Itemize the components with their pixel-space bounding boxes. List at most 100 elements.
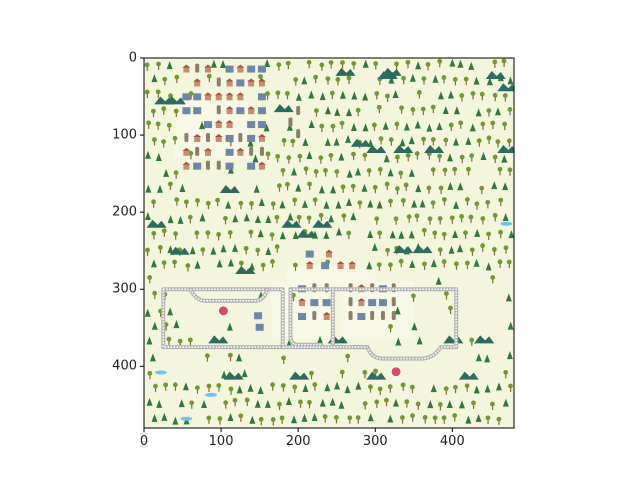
palm-tree (438, 185, 444, 194)
palm-crown (280, 167, 286, 173)
palm-crown (385, 93, 390, 99)
palm-tree (167, 181, 173, 190)
palm-trunk (471, 156, 473, 162)
palm-tree (355, 415, 361, 424)
pine-tree (151, 413, 158, 422)
palm-trunk (373, 125, 376, 131)
pine-tree (227, 412, 234, 421)
palm-crown (394, 121, 400, 127)
pine-tree (323, 200, 330, 209)
palm-tree (409, 384, 415, 394)
palm-tree (480, 121, 486, 130)
palm-tree (275, 153, 281, 163)
palm-tree (448, 305, 453, 314)
palm-tree (372, 184, 378, 194)
pine-tree (416, 336, 423, 345)
palm-tree (303, 166, 309, 175)
palm-crown (174, 197, 180, 203)
palm-tree (377, 386, 383, 395)
office-building (247, 162, 256, 170)
palm-trunk (278, 65, 280, 71)
pine-tree (367, 199, 374, 208)
palm-tree (410, 107, 416, 116)
palm-trunk (471, 250, 474, 256)
palm-crown (275, 153, 281, 159)
palm-tree (223, 215, 228, 225)
tower (205, 160, 210, 170)
pine-tree (346, 169, 353, 178)
palm-tree (378, 136, 384, 145)
palm-tree (312, 382, 318, 391)
tower (259, 146, 264, 156)
palm-trunk (189, 218, 191, 224)
palm-trunk (424, 418, 426, 424)
palm-trunk (308, 63, 310, 69)
pine-tree (361, 183, 368, 192)
tower (296, 105, 301, 115)
palm-crown (244, 397, 250, 403)
palm-crown (227, 352, 233, 358)
pine-tree (302, 383, 309, 392)
pine-tree (484, 384, 491, 393)
pine-tree (146, 397, 153, 406)
palm-crown (292, 384, 298, 390)
palm-trunk (335, 418, 338, 424)
palm-crown (362, 369, 368, 375)
palm-tree (400, 197, 406, 207)
palm-tree (285, 60, 291, 70)
palm-crown (172, 135, 178, 141)
palm-tree (318, 155, 324, 164)
palm-trunk (445, 294, 448, 300)
palm-trunk (160, 312, 162, 318)
palm-tree (265, 151, 271, 160)
office-building (182, 107, 191, 115)
palm-crown (339, 120, 345, 126)
palm-crown (480, 121, 486, 127)
pine-tree (226, 322, 233, 331)
palm-tree (442, 167, 448, 177)
palm-crown (258, 416, 264, 422)
palm-crown (480, 243, 486, 249)
palm-tree (339, 120, 345, 130)
palm-trunk (494, 216, 496, 222)
palm-tree (393, 216, 399, 225)
palm-tree (345, 353, 351, 363)
palm-trunk (364, 373, 366, 379)
palm-crown (492, 212, 498, 218)
pine-tree (279, 231, 286, 240)
palm-trunk (488, 138, 490, 144)
palm-tree (161, 106, 167, 115)
palm-tree (422, 261, 427, 270)
palm-crown (153, 383, 158, 389)
palm-tree (506, 259, 512, 268)
palm-crown (313, 169, 319, 174)
palm-tree (206, 73, 212, 83)
palm-trunk (320, 216, 322, 222)
house (306, 264, 313, 270)
pine-tree (435, 276, 442, 285)
palm-crown (405, 152, 411, 158)
palm-trunk (337, 80, 339, 86)
palm-tree (298, 399, 303, 408)
palm-tree (280, 383, 286, 392)
pine-tree (395, 337, 402, 346)
pine-tree (419, 199, 426, 208)
palm-trunk (386, 185, 388, 191)
palm-tree (290, 138, 296, 148)
office-building (257, 107, 266, 115)
office-building (193, 162, 202, 170)
palm-trunk (461, 96, 463, 102)
palm-trunk (492, 278, 494, 284)
house (226, 95, 233, 101)
palm-tree (322, 414, 328, 423)
palm-crown (414, 151, 420, 156)
palm-trunk (412, 296, 415, 302)
palm-crown (322, 414, 328, 419)
pine-tree (453, 200, 460, 209)
pine-tree (182, 382, 189, 391)
pine-tree (457, 182, 464, 191)
palm-crown (238, 260, 244, 266)
house-roof (257, 161, 266, 165)
palm-crown (216, 232, 221, 237)
palm-tree (329, 90, 335, 100)
